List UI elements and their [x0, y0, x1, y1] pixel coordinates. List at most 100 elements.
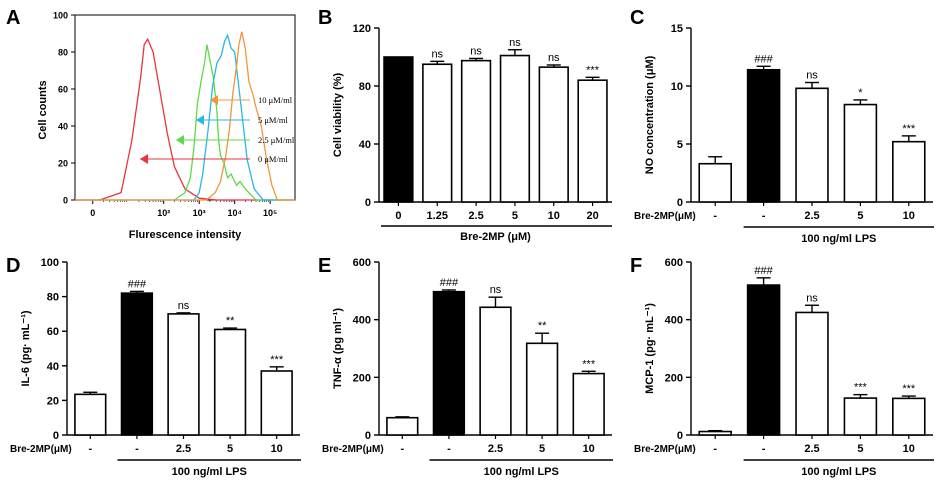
- significance-label: ***: [270, 354, 284, 366]
- significance-label: ###: [440, 277, 459, 289]
- category-label: 1.25: [427, 210, 448, 222]
- panel-a: A 0 20 40 60 80 100 0 10² 10³ 10⁴ 10⁵ Cell counts…: [6, 7, 296, 241]
- panel-a-legend: 10 μM/ml 5 μM/ml 2.5 μM/ml 0 μM/ml: [140, 95, 295, 164]
- a-ytick-label: 100: [53, 11, 68, 21]
- bar: [795, 87, 829, 203]
- significance-label: ns: [509, 37, 521, 49]
- ytick-label: 0: [677, 430, 683, 442]
- a-ytick-label: 80: [58, 48, 68, 58]
- arrow-2-5-icon: [176, 135, 184, 145]
- panel-f: F 0 200 400 600 MCP-1 (pg· mL⁻¹) - ### - ns 2.5 **…: [630, 255, 934, 478]
- ytick-label: 40: [47, 361, 59, 373]
- significance-label: **: [226, 315, 235, 327]
- a-ytick-label: 0: [63, 196, 68, 206]
- treatment-label: Bre-2MP(μM): [634, 211, 696, 222]
- legend-label-5: 5 μM/ml: [258, 115, 288, 125]
- ytick-label: 0: [53, 430, 59, 442]
- panel-a-x-title: Flurescence intensity: [129, 229, 242, 241]
- ytick-label: 15: [671, 23, 683, 35]
- category-label: 2.5: [804, 210, 819, 222]
- bar: [260, 370, 293, 436]
- category-label: 20: [586, 210, 598, 222]
- bar: [479, 306, 512, 436]
- panel-d-letter: D: [6, 255, 20, 277]
- a-ytick-label: 60: [58, 85, 68, 95]
- a-xtick-label: 10⁴: [227, 208, 241, 218]
- bar: [572, 372, 605, 436]
- ytick-label: 200: [665, 372, 683, 384]
- curve-10: [75, 31, 295, 201]
- bar: [746, 68, 781, 203]
- y-axis-title: TNF-α (pg ml⁻¹): [332, 308, 344, 389]
- bar: [698, 430, 732, 436]
- bar: [746, 284, 781, 436]
- category-label: 10: [548, 210, 560, 222]
- bar: [499, 54, 531, 203]
- significance-label: ns: [806, 70, 818, 82]
- bar: [698, 162, 732, 203]
- category-label: 10: [903, 443, 915, 455]
- bar: [525, 342, 559, 436]
- panel-a-y-axis: 0 20 40 60 80 100: [53, 11, 75, 206]
- lps-label: 100 ng/ml LPS: [801, 233, 876, 245]
- bar: [432, 290, 466, 436]
- category-label: 5: [512, 210, 518, 222]
- significance-label: ***: [902, 123, 916, 135]
- bar: [892, 397, 926, 436]
- significance-label: ns: [806, 292, 818, 304]
- bar: [843, 397, 878, 436]
- panel-f-letter: F: [630, 255, 642, 277]
- bar: [167, 313, 200, 436]
- category-label: -: [713, 443, 717, 455]
- significance-label: *: [858, 87, 863, 99]
- category-label: 5: [857, 210, 863, 222]
- x-axis-title: Bre-2MP (μM): [460, 231, 531, 243]
- significance-label: ***: [902, 383, 916, 395]
- ytick-label: 80: [47, 292, 59, 304]
- arrow-5-icon: [196, 115, 204, 125]
- bar: [538, 66, 569, 203]
- legend-label-0: 0 μM/ml: [258, 154, 288, 164]
- category-label: -: [713, 210, 717, 222]
- ytick-label: 80: [359, 81, 371, 93]
- category-label: -: [762, 443, 766, 455]
- ytick-label: 400: [665, 315, 683, 327]
- category-label: 0: [395, 210, 401, 222]
- lps-label: 100 ng/ml LPS: [172, 466, 247, 478]
- a-ytick-label: 40: [58, 122, 68, 132]
- panel-e-letter: E: [318, 255, 331, 277]
- ytick-label: 600: [665, 257, 683, 269]
- panel-a-frame: [74, 14, 296, 201]
- bar: [460, 59, 492, 203]
- significance-label: ###: [754, 53, 773, 65]
- a-xtick-label: 0: [90, 208, 95, 218]
- significance-label: **: [538, 320, 547, 332]
- significance-label: ns: [431, 48, 443, 60]
- panel-b-letter: B: [318, 7, 332, 29]
- panel-a-x-axis: 0 10² 10³ 10⁴ 10⁵: [90, 200, 277, 218]
- ytick-label: 0: [365, 197, 371, 209]
- bar: [795, 311, 829, 436]
- bar: [74, 393, 107, 436]
- panel-d: D 0 20 40 60 80 100 IL-6 (pg· mL⁻¹) - ### - ns 2.5 *…: [6, 255, 301, 478]
- panel-c-letter: C: [630, 7, 644, 29]
- treatment-label: Bre-2MP(μM): [634, 444, 696, 455]
- bar: [422, 63, 453, 203]
- lps-label: 100 ng/ml LPS: [801, 466, 876, 478]
- category-label: 5: [857, 443, 863, 455]
- panel-a-y-title: Cell counts: [37, 80, 49, 139]
- treatment-label: Bre-2MP(μM): [322, 444, 384, 455]
- treatment-label: Bre-2MP(μM): [10, 444, 72, 455]
- a-ytick-label: 20: [58, 159, 68, 169]
- significance-label: ns: [178, 300, 190, 312]
- category-label: 2.5: [468, 210, 483, 222]
- ytick-label: 20: [47, 395, 59, 407]
- significance-label: ###: [128, 278, 147, 290]
- arrow-0-icon: [140, 154, 148, 164]
- bar: [843, 103, 878, 203]
- panel-c: C 0 5 10 15 NO concentration (μM) - ### - ns 2.5 *…: [630, 7, 934, 245]
- a-xtick-label: 10²: [157, 208, 170, 218]
- a-xtick-label: 10⁵: [263, 208, 277, 218]
- panel-e: E 0 200 400 600 TNF-α (pg ml⁻¹) - ### - ns 2.5 ** 5…: [318, 255, 613, 478]
